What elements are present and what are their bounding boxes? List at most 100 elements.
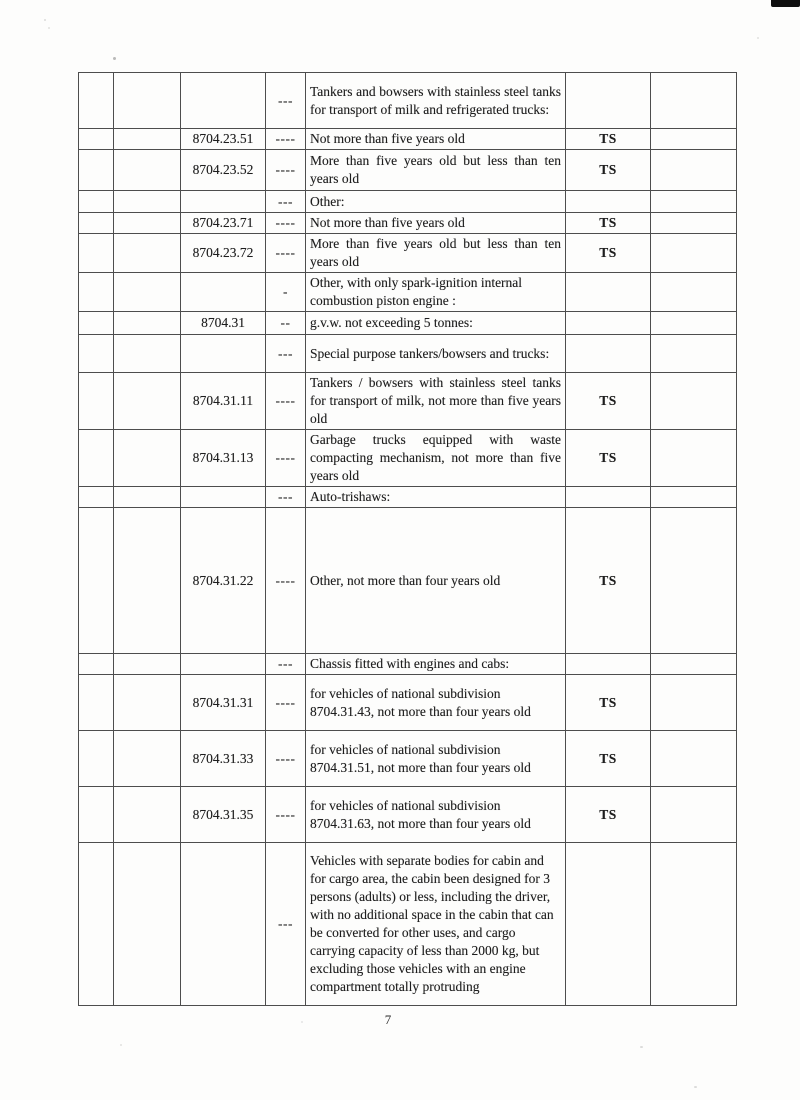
table-row: 8704.31.35 ---- for vehicles of national s… [78, 786, 737, 843]
cell-blank-1 [78, 486, 114, 508]
description: for vehicles of national subdivision 870… [305, 730, 566, 787]
cell-blank-2 [113, 311, 181, 335]
description: Auto-trishaws: [305, 486, 566, 508]
cell-blank-3 [650, 334, 737, 373]
hs-code: 8704.31.33 [180, 730, 266, 787]
scan-speck [301, 1021, 303, 1023]
cell-blank-3 [650, 486, 737, 508]
cell-blank-1 [78, 272, 114, 312]
hs-code [180, 334, 266, 373]
table-row: 8704.23.51 ---- Not more than five years o… [78, 128, 737, 150]
table-row: 8704.31.13 ---- Garbage trucks equipped wi… [78, 429, 737, 487]
cell-blank-3 [650, 212, 737, 234]
trade-status: TS [565, 730, 651, 787]
cell-blank-3 [650, 372, 737, 430]
cell-blank-2 [113, 190, 181, 213]
cell-blank-2 [113, 334, 181, 373]
table-row: 8704.31.31 ---- for vehicles of national s… [78, 674, 737, 731]
table-row: --- Special purpose tankers/bowsers and t… [78, 334, 737, 373]
description: Vehicles with separate bodies for cabin … [305, 842, 566, 1006]
description: Not more than five years old [305, 128, 566, 150]
cell-blank-1 [78, 311, 114, 335]
table-row: --- Auto-trishaws: [78, 486, 737, 508]
cell-blank-1 [78, 674, 114, 731]
description: Other, not more than four years old [305, 507, 566, 654]
cell-blank-2 [113, 507, 181, 654]
trade-status [565, 311, 651, 335]
cell-blank-1 [78, 149, 114, 191]
description: Garbage trucks equipped with waste compa… [305, 429, 566, 487]
description: g.v.w. not exceeding 5 tonnes: [305, 311, 566, 335]
scan-speck [44, 19, 46, 21]
description: More than five years old but less than t… [305, 149, 566, 191]
cell-blank-3 [650, 674, 737, 731]
cell-blank-2 [113, 842, 181, 1006]
trade-status [565, 486, 651, 508]
description: Tankers / bowsers with stainless steel t… [305, 372, 566, 430]
cell-blank-2 [113, 233, 181, 273]
dash-level: --- [265, 653, 306, 675]
trade-status [565, 272, 651, 312]
cell-blank-2 [113, 212, 181, 234]
scan-speck [640, 1046, 643, 1048]
cell-blank-3 [650, 730, 737, 787]
table-row: --- Other: [78, 190, 737, 213]
table-row: 8704.31 -- g.v.w. not exceeding 5 tonnes: [78, 311, 737, 335]
trade-status: TS [565, 429, 651, 487]
cell-blank-1 [78, 653, 114, 675]
cell-blank-1 [78, 190, 114, 213]
table-row: 8704.31.33 ---- for vehicles of national s… [78, 730, 737, 787]
dash-level: ---- [265, 674, 306, 731]
hs-code [180, 842, 266, 1006]
cell-blank-3 [650, 653, 737, 675]
cell-blank-1 [78, 786, 114, 843]
scan-speck [120, 1044, 122, 1046]
cell-blank-3 [650, 311, 737, 335]
hs-code: 8704.31.22 [180, 507, 266, 654]
cell-blank-3 [650, 149, 737, 191]
cell-blank-3 [650, 272, 737, 312]
table-row: --- Chassis fitted with engines and cabs: [78, 653, 737, 675]
cell-blank-3 [650, 429, 737, 487]
cell-blank-2 [113, 372, 181, 430]
cell-blank-3 [650, 190, 737, 213]
description: Other: [305, 190, 566, 213]
cell-blank-2 [113, 128, 181, 150]
cell-blank-1 [78, 429, 114, 487]
dash-level: ---- [265, 149, 306, 191]
table-row: - Other, with only spark-ignition interna… [78, 272, 737, 312]
hs-code [180, 72, 266, 129]
trade-status: TS [565, 674, 651, 731]
hs-code: 8704.31.13 [180, 429, 266, 487]
hs-code [180, 190, 266, 213]
hs-code: 8704.31.35 [180, 786, 266, 843]
cell-blank-3 [650, 72, 737, 129]
cell-blank-1 [78, 233, 114, 273]
dash-level: --- [265, 842, 306, 1006]
cell-blank-2 [113, 486, 181, 508]
cell-blank-2 [113, 674, 181, 731]
dash-level: --- [265, 334, 306, 373]
cell-blank-1 [78, 372, 114, 430]
trade-status: TS [565, 372, 651, 430]
dash-level: ---- [265, 233, 306, 273]
hs-code: 8704.31 [180, 311, 266, 335]
cell-blank-2 [113, 72, 181, 129]
trade-status [565, 190, 651, 213]
scan-speck [113, 57, 116, 60]
table-row: --- Vehicles with separate bodies for cab… [78, 842, 737, 1006]
scan-speck [48, 27, 50, 29]
trade-status [565, 653, 651, 675]
trade-status [565, 842, 651, 1006]
dash-level: ---- [265, 128, 306, 150]
trade-status [565, 334, 651, 373]
tariff-table: --- Tankers and bowsers with stainless st… [78, 72, 737, 1006]
hs-code: 8704.23.72 [180, 233, 266, 273]
dash-level: - [265, 272, 306, 312]
description: for vehicles of national subdivision 870… [305, 674, 566, 731]
trade-status: TS [565, 149, 651, 191]
table-row: 8704.23.52 ---- More than five years old b… [78, 149, 737, 191]
table-row: 8704.31.22 ---- Other, not more than four … [78, 507, 737, 654]
cell-blank-2 [113, 786, 181, 843]
